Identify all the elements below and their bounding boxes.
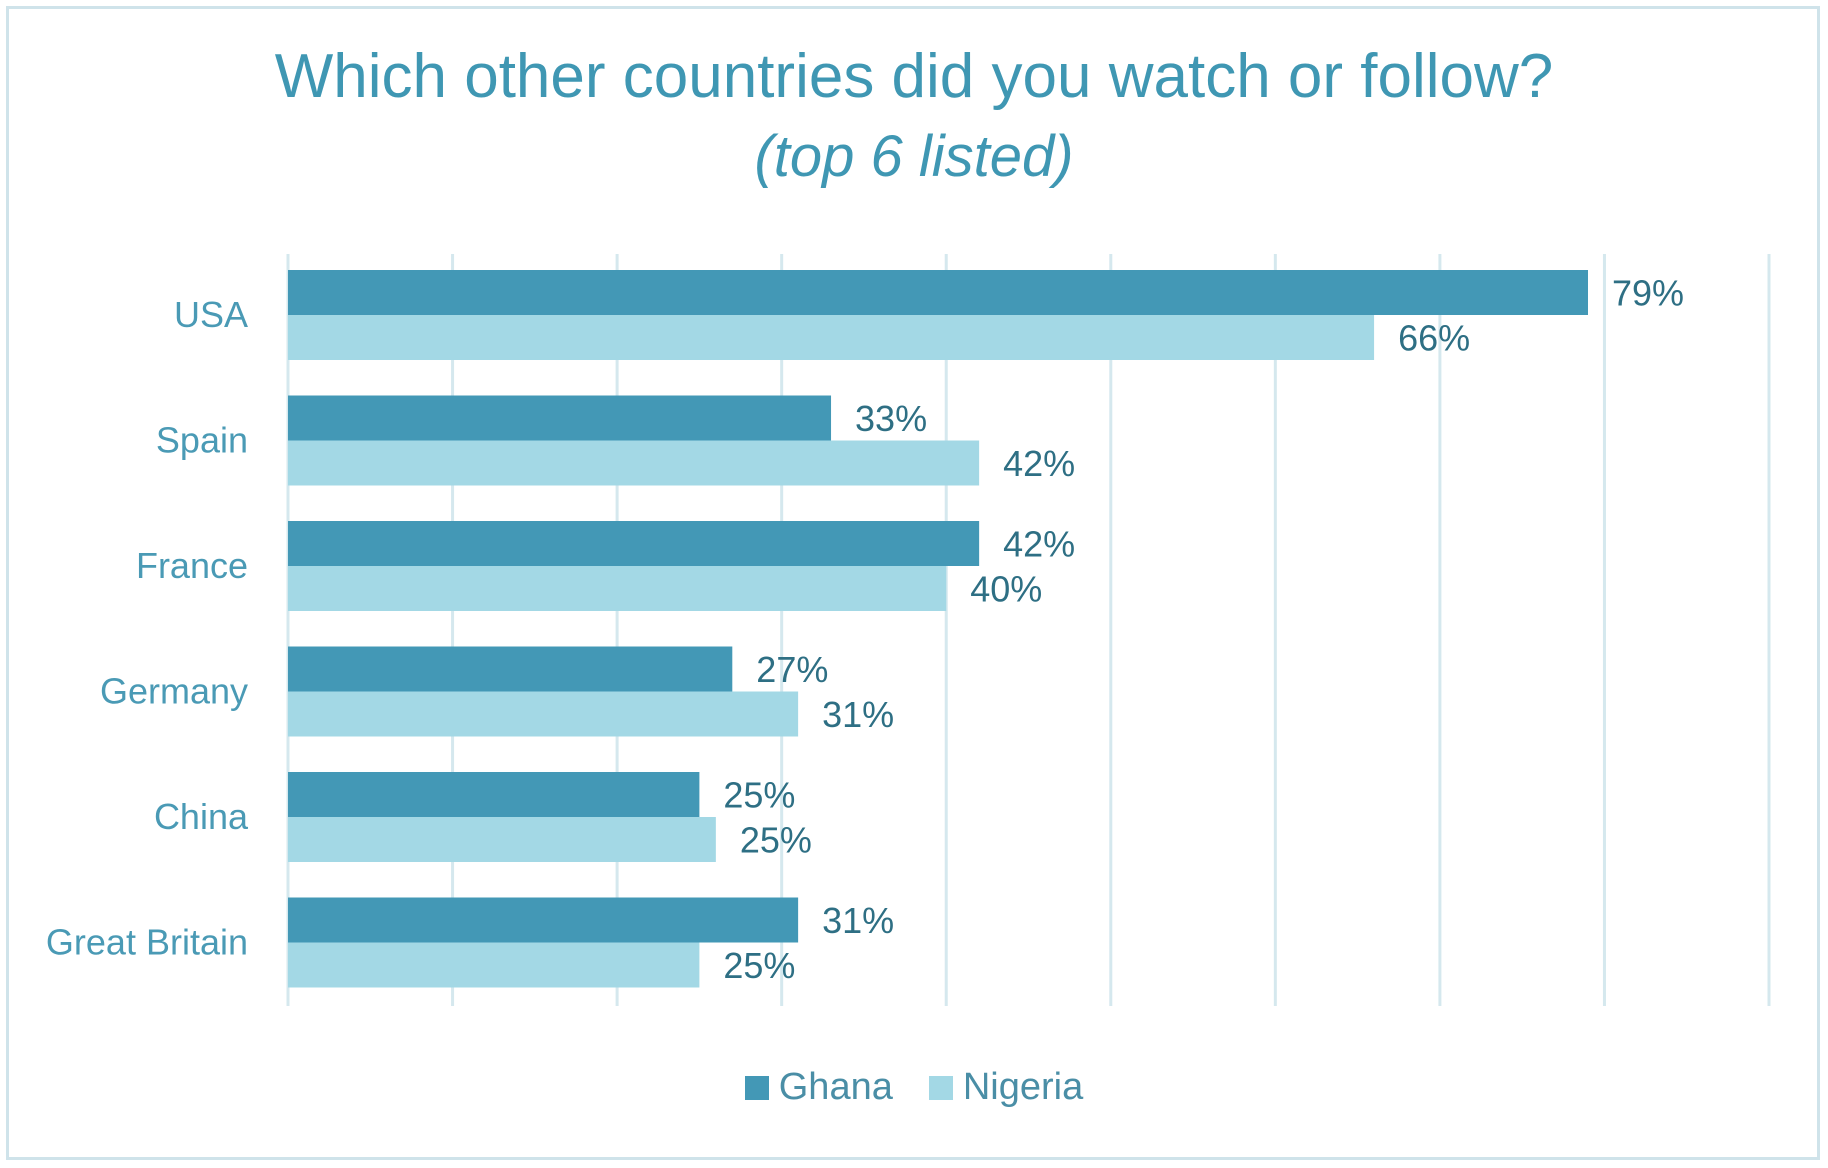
data-label: 66% xyxy=(1398,318,1470,359)
bar-ghana xyxy=(288,395,832,441)
bar-ghana xyxy=(288,772,700,817)
bars xyxy=(288,270,1588,988)
data-label: 25% xyxy=(740,820,812,861)
legend-item-ghana: Ghana xyxy=(744,1066,893,1109)
legend-item-nigeria: Nigeria xyxy=(928,1066,1084,1109)
category-label: Great Britain xyxy=(46,922,248,963)
data-label: 25% xyxy=(723,775,795,816)
legend: Ghana Nigeria xyxy=(0,1066,1828,1109)
data-label: 31% xyxy=(822,694,894,735)
bar-ghana xyxy=(288,646,733,692)
bar-nigeria xyxy=(288,315,1375,360)
chart-title: Which other countries did you watch or f… xyxy=(274,42,1554,111)
bar-nigeria xyxy=(288,942,700,988)
bar-nigeria xyxy=(288,691,799,737)
data-label: 42% xyxy=(1003,443,1075,484)
bar-nigeria xyxy=(288,817,716,862)
bar-nigeria xyxy=(288,566,947,611)
data-label: 33% xyxy=(855,398,927,439)
bar-ghana xyxy=(288,897,799,943)
chart-subtitle: (top 6 listed) xyxy=(754,124,1074,189)
data-label: 79% xyxy=(1612,273,1684,314)
bar-nigeria xyxy=(288,440,980,486)
category-label: China xyxy=(154,796,249,837)
data-label: 31% xyxy=(822,900,894,941)
category-label: Spain xyxy=(156,420,248,461)
data-label: 42% xyxy=(1003,524,1075,565)
category-label: USA xyxy=(174,294,248,335)
legend-swatch-nigeria xyxy=(928,1075,953,1100)
bar-ghana xyxy=(288,270,1588,315)
legend-label-ghana: Ghana xyxy=(778,1066,893,1108)
labels: USA79%66%Spain33%42%France42%40%Germany2… xyxy=(46,273,1684,987)
category-label: Germany xyxy=(100,671,248,712)
gridlines xyxy=(286,254,1771,1006)
data-label: 40% xyxy=(970,569,1042,610)
data-label: 25% xyxy=(723,945,795,986)
bar-ghana xyxy=(288,521,980,566)
data-label: 27% xyxy=(756,649,828,690)
legend-label-nigeria: Nigeria xyxy=(962,1066,1084,1108)
legend-swatch-ghana xyxy=(744,1075,769,1100)
category-label: France xyxy=(136,545,248,586)
